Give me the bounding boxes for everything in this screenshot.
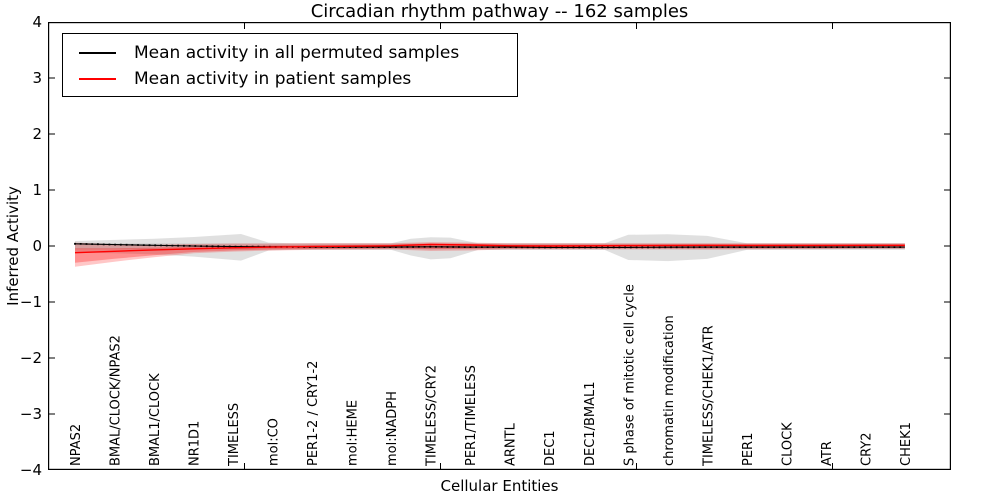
entity-label: S phase of mitotic cell cycle [622,284,637,466]
entity-label: NR1D1 [188,421,203,466]
entity-label: TIMELESS/CRY2 [425,365,440,467]
entity-label: CHEK1 [899,422,914,466]
entity-label: mol:NADPH [385,391,400,466]
entity-label: mol:CO [267,418,282,466]
y-tick-label: −2 [19,349,42,367]
y-tick-label: 3 [32,69,42,87]
entity-label: chromatin modification [662,315,677,466]
patient-band-inner [75,243,905,263]
entity-label: PER1/TIMELESS [464,365,479,466]
y-tick-label: 4 [32,13,42,31]
axes-frame [48,22,951,470]
y-tick-label: −4 [19,461,42,479]
entity-label: CRY2 [859,433,874,467]
entity-label: NPAS2 [69,424,84,466]
entity-label: TIMELESS [227,403,242,467]
chart-title: Circadian rhythm pathway -- 162 samples [310,1,689,22]
entity-label: PER1 [741,433,756,466]
legend: Mean activity in all permuted samples Me… [62,33,518,97]
y-tick-label: −3 [19,405,42,423]
entity-label: PER1-2 / CRY1-2 [306,361,321,466]
chart-svg: NPAS2 BMAL/CLOCK/NPAS2 BMAL1/CLOCK NR1D1 TIM… [48,21,951,471]
permuted-line-swatch [79,52,116,54]
legend-label-permuted: Mean activity in all permuted samples [134,43,460,63]
patient-line-swatch [79,78,116,80]
patient-band-outer [75,242,905,267]
legend-item-patient: Mean activity in patient samples [71,67,507,91]
entity-label: CLOCK [780,422,795,466]
y-tick-label: 1 [32,181,42,199]
entity-label: ARNTL [504,422,519,466]
plot-area: NPAS2 BMAL/CLOCK/NPAS2 BMAL1/CLOCK NR1D1 TIM… [48,21,951,471]
y-tick-label: 0 [32,237,42,255]
patient-mean-line [74,243,905,254]
entity-label: TIMELESS/CHEK1/ATR [701,325,716,467]
y-tick-label: −1 [19,293,42,311]
entity-label: DEC1/BMAL1 [583,382,598,467]
legend-item-permuted: Mean activity in all permuted samples [71,41,507,65]
entity-label: BMAL/CLOCK/NPAS2 [109,335,124,466]
y-tick-label: 2 [32,125,42,143]
x-axis-label: Cellular Entities [440,477,559,495]
legend-label-patient: Mean activity in patient samples [134,69,412,89]
entity-label: DEC1 [543,430,558,466]
entity-label: ATR [820,441,835,466]
entity-label: mol:HEME [346,400,361,466]
entity-label: BMAL1/CLOCK [148,373,163,466]
